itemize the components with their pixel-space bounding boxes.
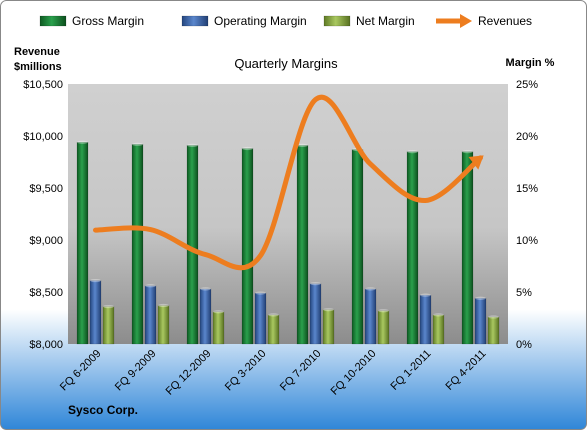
left-tick-label: $9,000 bbox=[29, 235, 63, 247]
left-tick-label: $10,500 bbox=[23, 79, 63, 91]
left-axis-ticks: $8,000 $8,500 $9,000 $9,500 $10,000 $10,500 bbox=[23, 79, 63, 351]
operating-margin-bar-top bbox=[420, 293, 431, 297]
company-name: Sysco Corp. bbox=[68, 403, 138, 417]
gross-margin-bar bbox=[76, 141, 89, 345]
gross-margin-bar bbox=[296, 145, 309, 345]
gross-margin-bar bbox=[186, 145, 199, 345]
right-tick-label: 15% bbox=[516, 183, 538, 195]
operating-margin-bar-top bbox=[310, 282, 321, 286]
operating-margin-bar bbox=[364, 288, 377, 345]
operating-margin-legend-swatch bbox=[181, 15, 209, 27]
revenue-line-series bbox=[93, 94, 484, 271]
right-tick-label: 0% bbox=[516, 339, 532, 351]
gross-margin-bar bbox=[241, 148, 254, 345]
net-margin-bar-top bbox=[213, 310, 224, 314]
gross-margin-bar-top bbox=[132, 142, 143, 146]
gross-margin-legend-label: Gross Margin bbox=[72, 14, 144, 28]
net-margin-legend-swatch bbox=[323, 15, 351, 27]
operating-margin-bar-top bbox=[365, 287, 376, 291]
net-margin-bar-top bbox=[323, 308, 334, 312]
net-margin-bar-top bbox=[158, 303, 169, 308]
operating-margin-bar bbox=[254, 292, 267, 345]
gross-margin-bar-top bbox=[77, 140, 88, 144]
operating-margin-bar-top bbox=[145, 284, 156, 288]
right-axis-ticks: 0% 5% 10% 15% 20% 25% bbox=[516, 79, 538, 351]
operating-margin-bar-top bbox=[200, 287, 211, 291]
gross-margin-bar bbox=[351, 149, 364, 345]
legend: Gross Margin Operating Margin Net Margin Re… bbox=[39, 14, 532, 28]
left-tick-label: $10,000 bbox=[23, 131, 63, 143]
revenues-legend-label: Revenues bbox=[478, 14, 532, 28]
operating-margin-bar bbox=[199, 288, 212, 345]
net-margin-bar-top bbox=[488, 315, 499, 319]
net-margin-bar bbox=[157, 305, 170, 345]
net-margin-bar-top bbox=[268, 313, 279, 317]
right-axis-title: Margin % bbox=[506, 57, 555, 69]
operating-margin-bar bbox=[474, 297, 487, 345]
right-tick-label: 20% bbox=[516, 131, 538, 143]
left-axis-title: Revenue $millions bbox=[14, 46, 62, 73]
gross-margin-bar-top bbox=[462, 150, 473, 154]
net-margin-legend-label: Net Margin bbox=[356, 14, 415, 28]
operating-margin-legend-label: Operating Margin bbox=[214, 14, 307, 28]
gross-margin-bar bbox=[406, 151, 419, 345]
bar-series bbox=[76, 140, 500, 345]
operating-margin-bar bbox=[309, 283, 322, 345]
gross-margin-legend-swatch bbox=[39, 15, 67, 27]
operating-margin-bar bbox=[89, 280, 102, 345]
net-margin-bar-top bbox=[433, 313, 444, 317]
gross-margin-bar bbox=[131, 144, 144, 345]
net-margin-bar bbox=[267, 314, 280, 345]
gross-margin-bar-top bbox=[187, 143, 198, 147]
net-margin-bar bbox=[487, 316, 500, 345]
left-axis-title-line: Revenue bbox=[14, 46, 60, 58]
right-tick-label: 5% bbox=[516, 287, 532, 299]
left-tick-label: $8,000 bbox=[29, 339, 63, 351]
revenues-line bbox=[93, 94, 483, 271]
net-margin-bar bbox=[377, 310, 390, 345]
chart-title: Quarterly Margins bbox=[234, 56, 338, 71]
operating-margin-bar bbox=[144, 285, 157, 345]
net-margin-bar bbox=[212, 311, 225, 345]
right-tick-label: 25% bbox=[516, 79, 538, 91]
operating-margin-bar bbox=[419, 294, 432, 345]
right-tick-label: 10% bbox=[516, 235, 538, 247]
net-margin-bar bbox=[322, 309, 335, 345]
net-margin-bar-top bbox=[378, 309, 389, 313]
operating-margin-bar-top bbox=[90, 278, 101, 283]
net-margin-bar bbox=[102, 306, 115, 345]
gross-margin-bar-top bbox=[297, 143, 308, 147]
operating-margin-bar-top bbox=[255, 291, 266, 295]
left-axis-title-line: $millions bbox=[14, 61, 62, 73]
gross-margin-bar-top bbox=[407, 150, 418, 154]
net-margin-bar-top bbox=[103, 304, 114, 309]
gross-margin-bar bbox=[461, 151, 474, 345]
left-tick-label: $9,500 bbox=[29, 183, 63, 195]
gross-margin-bar-top bbox=[242, 146, 253, 151]
revenues-legend-arrow bbox=[460, 14, 472, 28]
left-tick-label: $8,500 bbox=[29, 287, 63, 299]
net-margin-bar bbox=[432, 314, 445, 345]
revenues-line-arrowhead bbox=[468, 155, 484, 170]
operating-margin-bar-top bbox=[475, 296, 486, 300]
